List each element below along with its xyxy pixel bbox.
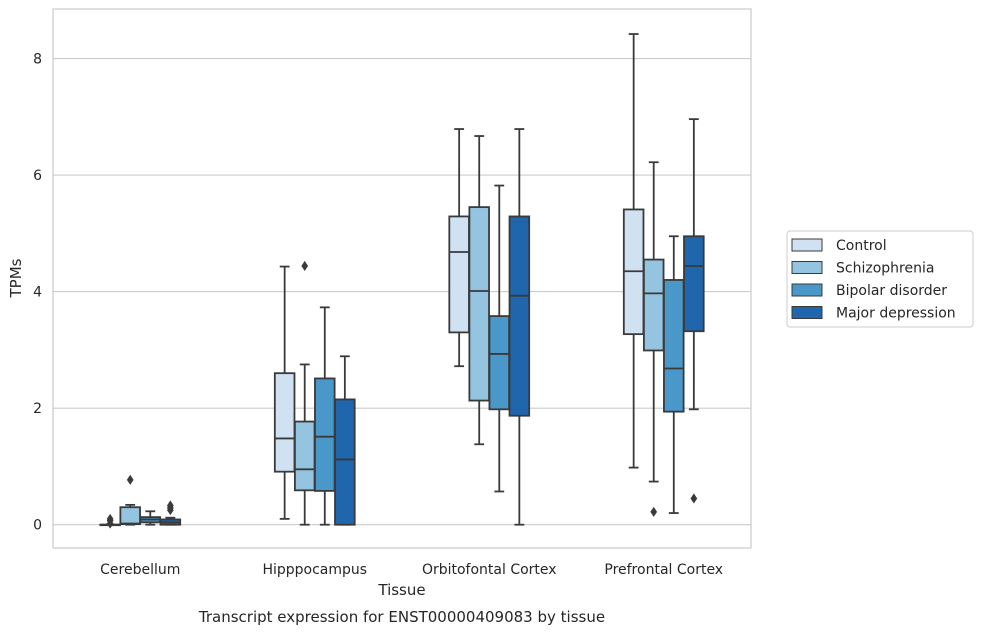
box-control <box>622 33 645 469</box>
outlier-point <box>106 513 114 524</box>
box-major-depression <box>334 355 356 526</box>
y-tick-label: 8 <box>33 52 42 68</box>
outlier-point <box>690 493 698 504</box>
x-tick-label: Hipppocampus <box>262 562 367 578</box>
box-schizophrenia <box>642 161 665 517</box>
box-schizophrenia <box>468 135 490 446</box>
box-iqr <box>273 372 296 473</box>
x-axis-ticks: Cerebellum Hipppocampus Orbitofontal Corte… <box>100 562 723 578</box>
x-axis-title: Tissue <box>377 581 425 599</box>
box-iqr <box>314 377 336 492</box>
box-control <box>99 513 121 529</box>
y-tick-label: 6 <box>33 168 42 184</box>
box-iqr <box>334 398 356 526</box>
box-iqr <box>488 315 511 411</box>
legend-swatch <box>791 261 823 274</box>
outlier-point <box>301 260 309 272</box>
chart-caption: Transcript expression for ENST0000040908… <box>198 608 605 626</box>
y-axis-ticks: 0 2 4 6 8 <box>33 52 42 534</box>
box-iqr <box>683 235 705 333</box>
legend-swatch <box>791 238 823 252</box>
box-iqr <box>448 215 470 334</box>
box-iqr <box>508 215 531 417</box>
plot-frame <box>52 8 752 549</box>
box-iqr <box>642 258 665 352</box>
box-bipolar-disorder <box>139 510 162 526</box>
box-iqr <box>119 506 141 526</box>
box-schizophrenia <box>119 474 141 526</box>
box-iqr <box>663 279 685 413</box>
x-tick-label: Cerebellum <box>100 562 180 578</box>
x-tick-label: Orbitofontal Cortex <box>422 562 557 578</box>
box-series <box>99 33 705 529</box>
box-bipolar-disorder <box>663 235 685 514</box>
box-iqr <box>293 420 316 492</box>
legend-swatch <box>791 306 823 319</box>
y-tick-label: 0 <box>33 518 42 534</box>
legend-label: Bipolar disorder <box>836 283 947 299</box>
y-tick-label: 4 <box>33 285 42 301</box>
legend-label: Control <box>836 238 887 254</box>
legend-label: Major depression <box>836 306 956 322</box>
box-bipolar-disorder <box>314 306 336 526</box>
box-major-depression <box>508 128 531 526</box>
box-iqr <box>468 206 490 402</box>
y-tick-label: 2 <box>33 401 42 417</box>
outlier-point <box>126 474 134 485</box>
y-axis-title: TPMs <box>7 258 25 298</box>
grid-lines <box>53 57 751 526</box>
legend-label: Schizophrenia <box>836 261 934 277</box>
box-control <box>273 265 296 520</box>
box-schizophrenia <box>293 260 316 526</box>
box-bipolar-disorder <box>488 184 511 493</box>
box-major-depression <box>683 118 705 504</box>
legend: Control Schizophrenia Bipolar disorder Majo… <box>786 230 974 328</box>
box-control <box>448 128 470 368</box>
outlier-point <box>650 506 658 517</box>
legend-swatch <box>791 283 823 297</box>
x-tick-label: Prefrontal Cortex <box>604 562 723 578</box>
legend-frame <box>786 230 974 328</box>
box-major-depression <box>159 500 182 526</box>
outlier-point <box>166 500 174 511</box>
